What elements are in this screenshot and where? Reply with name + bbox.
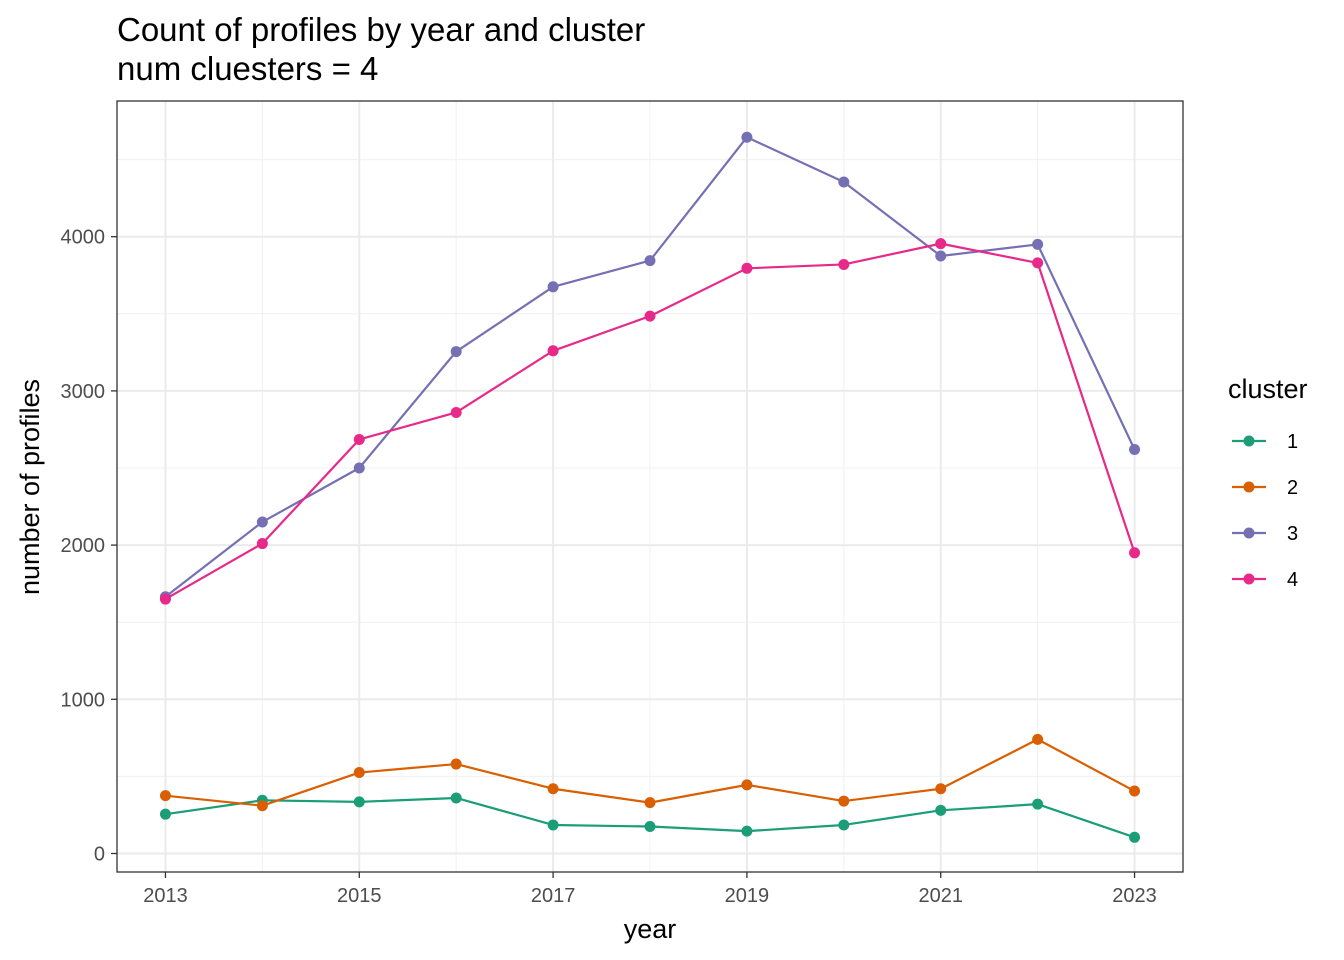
data-point-4-2021 bbox=[935, 238, 947, 250]
y-tick-label: 1000 bbox=[61, 689, 106, 711]
data-point-3-2014 bbox=[256, 516, 268, 528]
data-point-1-2023 bbox=[1129, 831, 1141, 843]
grid-minor bbox=[117, 101, 1183, 872]
series-cluster-1 bbox=[159, 792, 1141, 843]
x-axis-title: year bbox=[624, 914, 677, 944]
data-point-1-2018 bbox=[644, 821, 656, 833]
data-point-3-2015 bbox=[353, 462, 365, 474]
series-cluster-4 bbox=[159, 238, 1141, 605]
grid-major bbox=[117, 101, 1183, 872]
data-point-2-2016 bbox=[450, 758, 462, 770]
y-tick-label: 0 bbox=[94, 843, 105, 865]
legend: cluster 1 2 3 4 bbox=[1228, 374, 1308, 591]
data-point-4-2016 bbox=[450, 406, 462, 418]
chart-subtitle: num cluesters = 4 bbox=[117, 50, 378, 87]
y-tick-label: 4000 bbox=[61, 227, 106, 249]
y-axis: 0 1000 2000 3000 4000 bbox=[61, 227, 117, 865]
data-point-2-2018 bbox=[644, 797, 656, 809]
data-point-1-2017 bbox=[547, 819, 559, 831]
data-point-4-2017 bbox=[547, 345, 559, 357]
data-point-1-2020 bbox=[838, 819, 850, 831]
data-point-3-2023 bbox=[1129, 443, 1141, 455]
data-point-4-2020 bbox=[838, 258, 850, 270]
data-point-4-2019 bbox=[741, 262, 753, 274]
data-point-3-2020 bbox=[838, 176, 850, 188]
y-axis-title: number of profiles bbox=[15, 379, 45, 595]
data-point-1-2013 bbox=[159, 808, 171, 820]
data-point-4-2022 bbox=[1032, 257, 1044, 269]
legend-key-point-1 bbox=[1243, 435, 1255, 447]
legend-label-4: 4 bbox=[1287, 569, 1298, 591]
x-tick-label: 2023 bbox=[1112, 885, 1157, 907]
data-point-2-2021 bbox=[935, 783, 947, 795]
legend-key-point-3 bbox=[1243, 527, 1255, 539]
data-point-3-2016 bbox=[450, 346, 462, 358]
x-axis: 2013 2015 2017 2019 2021 2023 bbox=[143, 872, 1157, 907]
data-point-4-2023 bbox=[1129, 547, 1141, 559]
data-point-1-2015 bbox=[353, 796, 365, 808]
data-point-2-2023 bbox=[1129, 785, 1141, 797]
data-point-4-2013 bbox=[159, 593, 171, 605]
legend-title: cluster bbox=[1228, 374, 1308, 404]
x-tick-label: 2015 bbox=[337, 885, 382, 907]
data-point-1-2019 bbox=[741, 825, 753, 837]
y-tick-label: 2000 bbox=[61, 535, 106, 557]
series-layer bbox=[159, 131, 1141, 843]
data-point-2-2019 bbox=[741, 779, 753, 791]
data-point-2-2020 bbox=[838, 795, 850, 807]
data-point-2-2015 bbox=[353, 767, 365, 779]
data-point-3-2017 bbox=[547, 281, 559, 293]
chart-title: Count of profiles by year and cluster bbox=[117, 11, 645, 48]
legend-label-2: 2 bbox=[1287, 477, 1298, 499]
legend-label-1: 1 bbox=[1287, 431, 1298, 453]
x-tick-label: 2013 bbox=[143, 885, 188, 907]
series-cluster-3 bbox=[159, 131, 1141, 603]
data-point-3-2018 bbox=[644, 255, 656, 267]
data-point-3-2022 bbox=[1032, 238, 1044, 250]
y-tick-label: 3000 bbox=[61, 381, 106, 403]
legend-key-point-4 bbox=[1243, 573, 1255, 585]
data-point-2-2017 bbox=[547, 783, 559, 795]
data-point-1-2022 bbox=[1032, 798, 1044, 810]
x-tick-label: 2017 bbox=[531, 885, 576, 907]
legend-key-point-2 bbox=[1243, 481, 1255, 493]
data-point-4-2018 bbox=[644, 310, 656, 322]
data-point-2-2013 bbox=[159, 790, 171, 802]
plot-border bbox=[116, 100, 1184, 873]
data-point-1-2016 bbox=[450, 792, 462, 804]
data-point-4-2015 bbox=[353, 433, 365, 445]
data-point-3-2019 bbox=[741, 131, 753, 143]
data-point-4-2014 bbox=[256, 538, 268, 550]
series-cluster-2 bbox=[159, 733, 1141, 812]
x-tick-label: 2019 bbox=[725, 885, 770, 907]
data-point-1-2021 bbox=[935, 804, 947, 816]
legend-label-3: 3 bbox=[1287, 523, 1298, 545]
data-point-2-2014 bbox=[256, 800, 268, 812]
x-tick-label: 2021 bbox=[918, 885, 963, 907]
data-point-2-2022 bbox=[1032, 733, 1044, 745]
data-point-3-2021 bbox=[935, 250, 947, 262]
